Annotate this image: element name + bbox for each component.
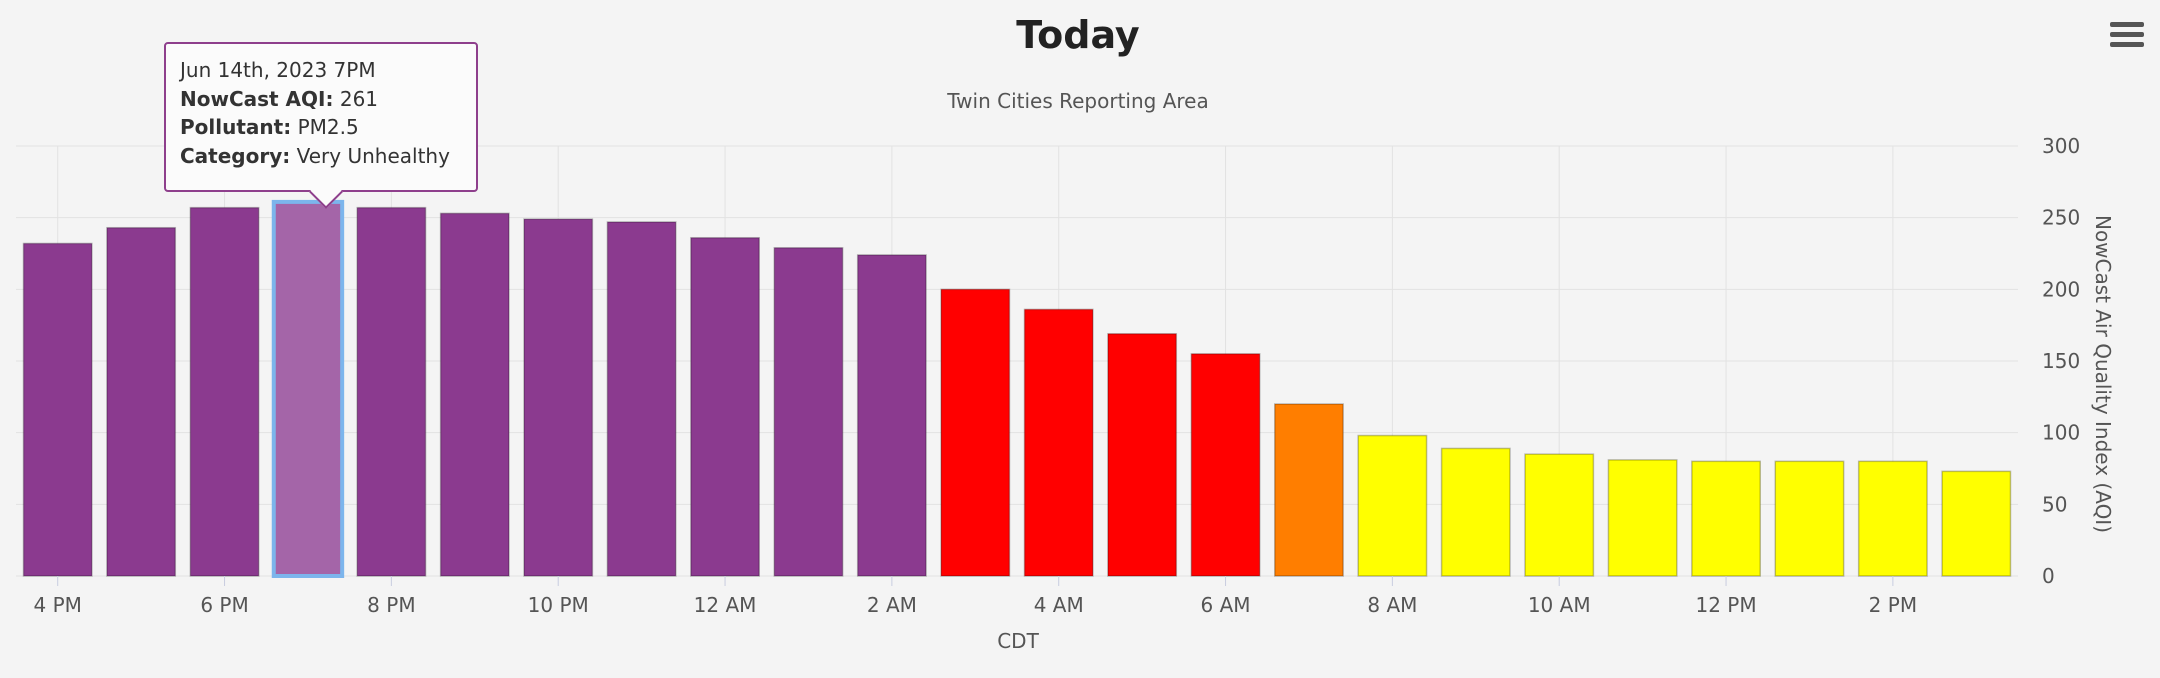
bar[interactable] xyxy=(189,206,260,577)
tooltip-date: Jun 14th, 2023 7PM xyxy=(180,58,376,82)
x-tick-label: 10 AM xyxy=(1528,593,1591,617)
y-tick-label: 100 xyxy=(2042,421,2080,445)
bar[interactable] xyxy=(1524,453,1595,577)
hamburger-menu-icon[interactable] xyxy=(2110,22,2144,48)
chart-subtitle: Twin Cities Reporting Area xyxy=(946,89,1208,113)
y-tick-label: 250 xyxy=(2042,206,2080,230)
x-axis-ticks: 4 PM 6 PM 8 PM 10 PM 12 AM 2 AM 4 AM 6 AM 8 AM 10… xyxy=(34,576,1917,617)
bar[interactable] xyxy=(439,212,510,577)
bar[interactable] xyxy=(1691,460,1761,577)
bar[interactable] xyxy=(1774,460,1845,577)
tooltip-pollutant-row: Pollutant: PM2.5 xyxy=(180,113,462,142)
x-tick-label: 6 PM xyxy=(200,593,248,617)
tooltip-category-value: Very Unhealthy xyxy=(296,143,450,168)
bar[interactable] xyxy=(1107,333,1178,577)
bar[interactable] xyxy=(1274,403,1344,577)
bar[interactable] xyxy=(106,226,177,577)
bar[interactable] xyxy=(690,236,760,577)
y-tick-label: 300 xyxy=(2042,134,2080,158)
x-tick-label: 10 PM xyxy=(528,593,589,617)
bar[interactable] xyxy=(606,221,677,577)
menu-line xyxy=(2110,22,2144,27)
y-axis-ticks: 0 50 100 150 200 250 300 xyxy=(2042,134,2080,588)
x-tick-label: 2 PM xyxy=(1869,593,1917,617)
bars xyxy=(22,199,2012,578)
x-tick-label: 8 AM xyxy=(1367,593,1417,617)
bar[interactable] xyxy=(773,247,844,577)
y-tick-label: 200 xyxy=(2042,277,2080,301)
tooltip-aqi-row: NowCast AQI: 261 xyxy=(180,85,462,114)
bar[interactable] xyxy=(523,218,594,577)
bar[interactable] xyxy=(856,254,927,577)
x-tick-label: 4 AM xyxy=(1034,593,1084,617)
menu-line xyxy=(2110,32,2144,37)
menu-line xyxy=(2110,42,2144,47)
x-axis-title: CDT xyxy=(997,629,1039,653)
y-axis-title: NowCast Air Quality Index (AQI) xyxy=(2091,215,2115,533)
x-tick-label: 2 AM xyxy=(867,593,917,617)
bar-highlighted[interactable] xyxy=(271,199,345,578)
bar[interactable] xyxy=(22,242,93,577)
chart-title: Today xyxy=(1016,13,1140,57)
tooltip-aqi-label: NowCast AQI: xyxy=(180,86,334,111)
data-tooltip: Jun 14th, 2023 7PM NowCast AQI: 261 Poll… xyxy=(164,42,478,209)
y-tick-label: 0 xyxy=(2042,564,2055,588)
x-tick-label: 12 PM xyxy=(1695,593,1756,617)
tooltip-category-row: Category: Very Unhealthy xyxy=(180,142,462,171)
bar[interactable] xyxy=(1607,459,1678,577)
bar[interactable] xyxy=(1357,434,1428,577)
x-tick-label: 6 AM xyxy=(1201,593,1251,617)
x-tick-label: 8 PM xyxy=(367,593,415,617)
tooltip-pollutant-value: PM2.5 xyxy=(297,115,359,139)
tooltip-pollutant-label: Pollutant: xyxy=(180,115,292,139)
tooltip-category-label: Category: xyxy=(180,143,291,168)
bar[interactable] xyxy=(940,288,1011,577)
bar[interactable] xyxy=(1440,447,1511,577)
y-tick-label: 150 xyxy=(2042,349,2080,373)
bar[interactable] xyxy=(1857,460,1928,577)
x-tick-label: 12 AM xyxy=(694,593,757,617)
bar[interactable] xyxy=(1941,470,2012,577)
bar[interactable] xyxy=(356,206,427,577)
x-tick-label: 4 PM xyxy=(34,593,82,617)
bar[interactable] xyxy=(1023,308,1094,577)
bar[interactable] xyxy=(1190,353,1261,577)
y-tick-label: 50 xyxy=(2042,492,2067,516)
tooltip-aqi-value: 261 xyxy=(339,86,379,111)
